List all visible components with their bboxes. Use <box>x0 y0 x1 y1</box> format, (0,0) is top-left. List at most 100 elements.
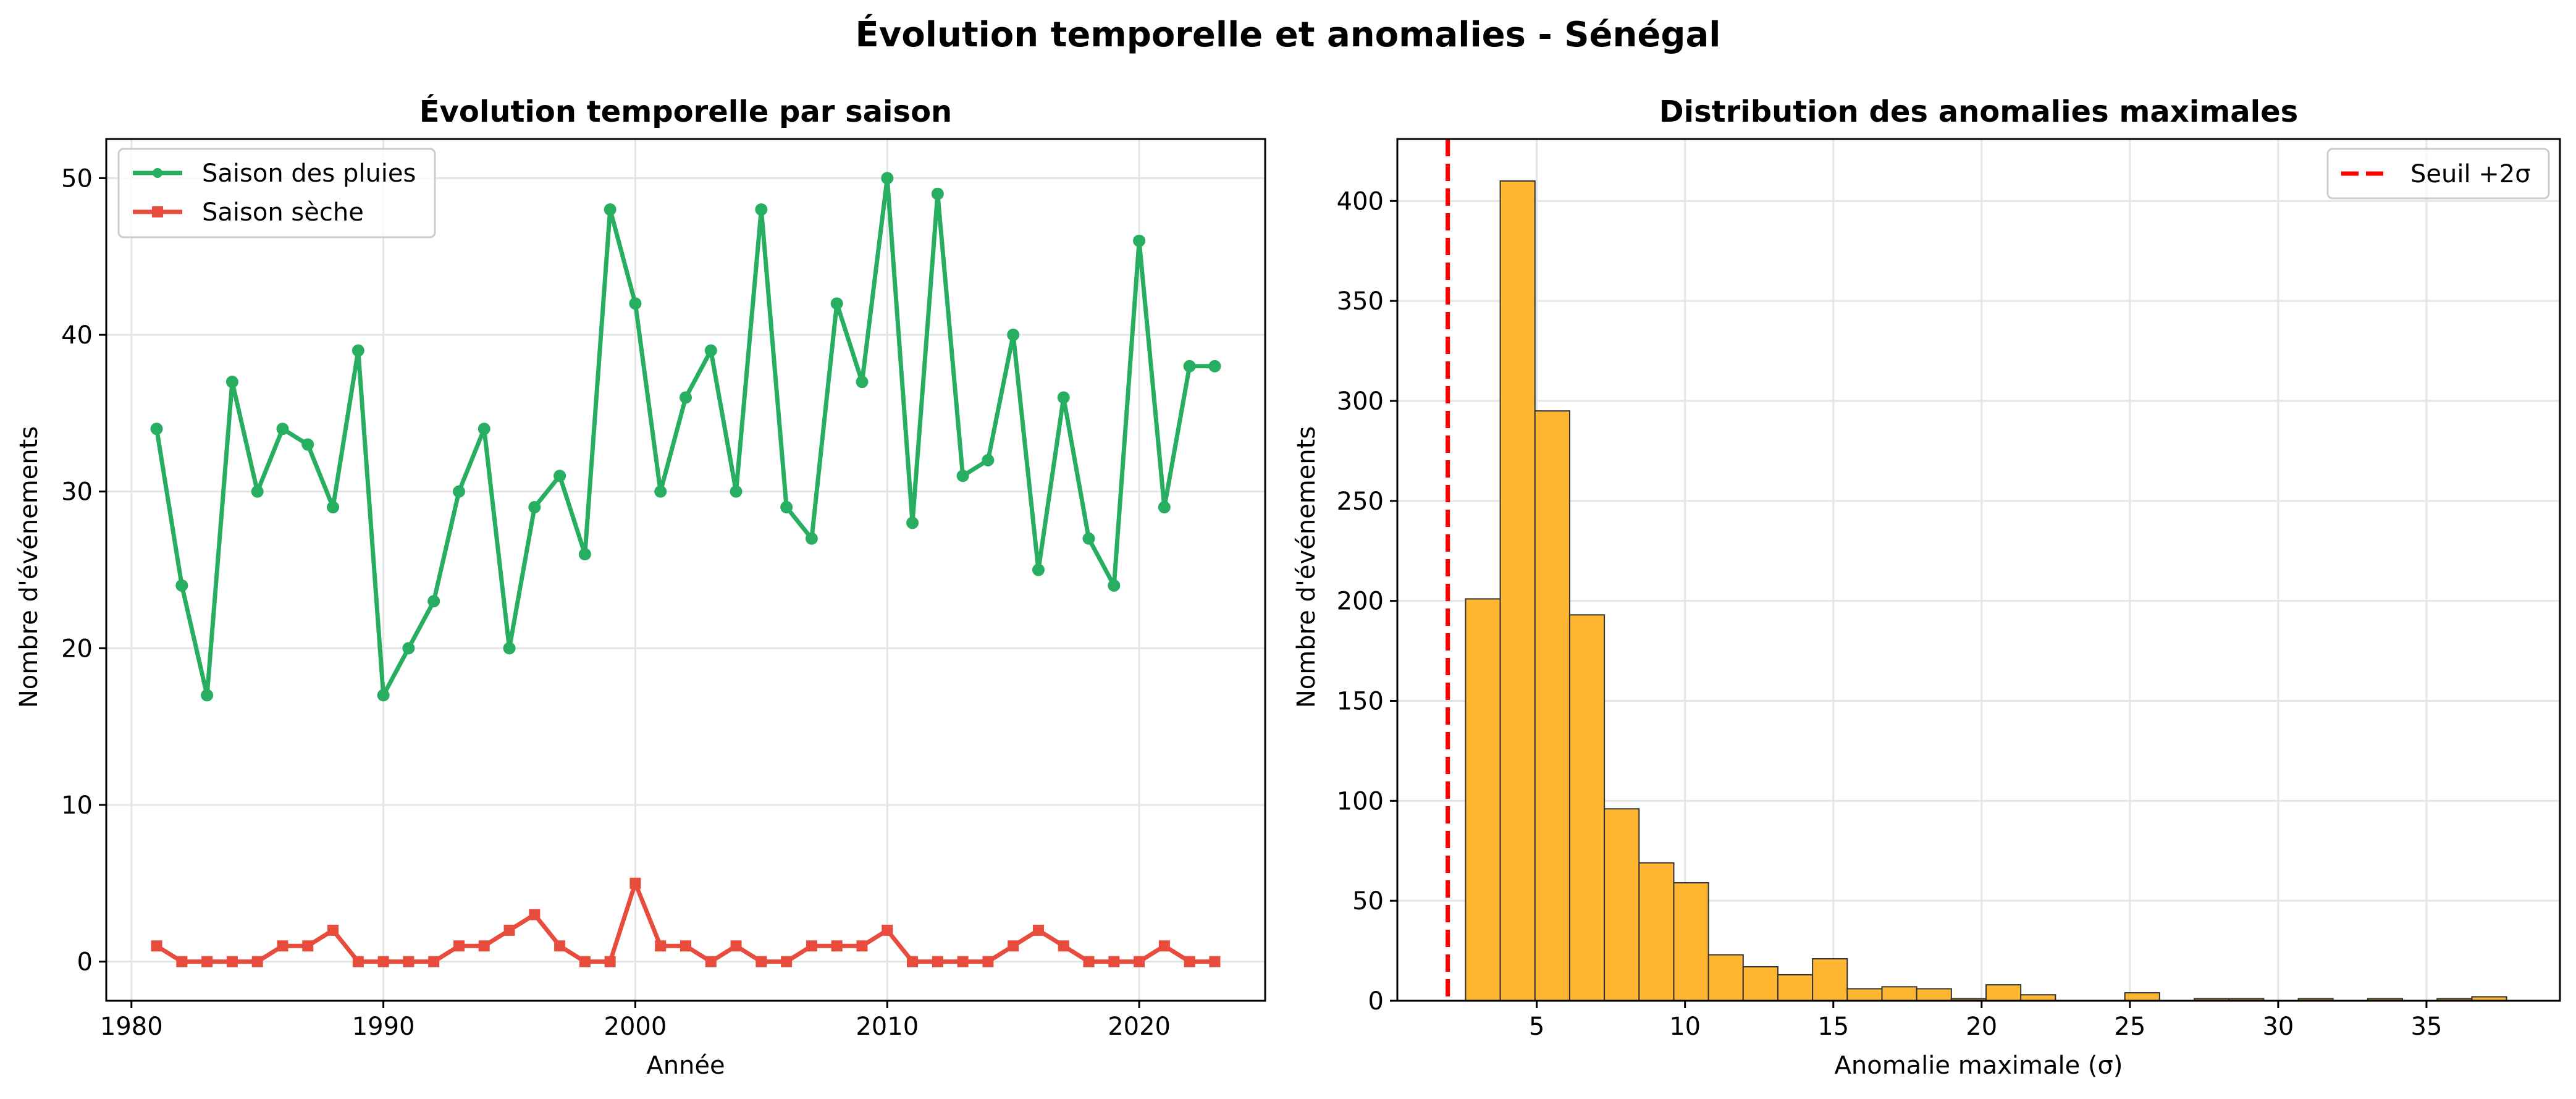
data-point-dry <box>806 940 817 952</box>
x-tick-label: 2020 <box>1108 1013 1171 1041</box>
legend-dry-marker <box>152 206 163 217</box>
data-point-dry <box>1083 956 1095 967</box>
histogram-bar <box>1465 598 1501 1001</box>
data-point-dry <box>176 956 188 967</box>
data-point-dry <box>1108 956 1120 967</box>
histogram-title: Distribution des anomalies maximales <box>1659 95 2298 129</box>
data-point-dry <box>503 924 515 936</box>
legend-box <box>2326 148 2550 200</box>
data-point-rain <box>175 579 188 592</box>
x-tick-label: 25 <box>2114 1013 2145 1041</box>
y-tick-label: 400 <box>1337 187 1384 216</box>
data-point-rain <box>654 485 667 498</box>
data-point-rain <box>780 501 793 514</box>
data-point-rain <box>276 423 289 436</box>
data-point-rain <box>881 172 894 185</box>
y-tick-label: 50 <box>61 164 93 193</box>
legend-rain-label: Saison des pluies <box>202 159 416 188</box>
data-point-dry <box>277 940 288 952</box>
data-point-dry <box>1008 940 1019 952</box>
data-point-rain <box>730 485 743 498</box>
line-chart-frame <box>105 138 1266 1002</box>
histogram-bar <box>1812 958 1848 1001</box>
data-point-dry <box>554 940 566 952</box>
figure-title: Évolution temporelle et anomalies - Séné… <box>856 14 1721 55</box>
data-point-rain <box>427 595 440 608</box>
data-point-dry <box>907 956 919 967</box>
y-tick-label: 0 <box>77 948 93 977</box>
y-tick-label: 250 <box>1337 487 1384 516</box>
data-point-dry <box>327 924 339 936</box>
data-point-dry <box>226 956 238 967</box>
histogram-bar <box>1638 862 1675 1001</box>
legend-box <box>117 148 436 238</box>
x-tick-label: 20 <box>1966 1013 1997 1041</box>
line-chart-legend: Saison des pluies Saison sèche <box>117 148 436 238</box>
data-point-rain <box>1133 234 1146 247</box>
y-tick-label: 100 <box>1337 787 1384 815</box>
data-point-rain <box>982 453 995 466</box>
data-point-rain <box>1183 360 1196 373</box>
data-point-rain <box>478 423 490 436</box>
data-point-dry <box>932 956 943 967</box>
data-point-rain <box>1057 391 1070 404</box>
legend-dry-label: Saison sèche <box>202 198 364 227</box>
data-point-dry <box>680 940 691 952</box>
data-point-rain <box>906 516 919 529</box>
data-point-rain <box>604 203 617 216</box>
data-point-dry <box>251 956 263 967</box>
histogram-bar <box>1673 882 1709 1001</box>
x-tick-label: 15 <box>1817 1013 1849 1041</box>
histogram-bar <box>1777 974 1814 1002</box>
data-point-rain <box>1108 579 1121 592</box>
y-tick-label: 40 <box>61 321 93 350</box>
x-tick-label: 2010 <box>856 1013 919 1041</box>
x-tick-label: 35 <box>2411 1013 2443 1041</box>
x-tick-label: 1990 <box>352 1013 415 1041</box>
histogram-ylabel: Nombre d'événements <box>1292 426 1321 708</box>
data-point-dry <box>302 940 314 952</box>
data-point-rain <box>327 501 340 514</box>
data-point-dry <box>1134 956 1145 967</box>
data-point-dry <box>655 940 667 952</box>
data-point-dry <box>151 940 162 952</box>
y-tick-label: 50 <box>1352 887 1384 916</box>
data-point-rain <box>150 423 163 436</box>
data-point-dry <box>730 940 742 952</box>
y-tick-label: 350 <box>1337 287 1384 316</box>
data-point-rain <box>251 485 264 498</box>
histogram-bar <box>2124 992 2160 1001</box>
data-point-rain <box>704 344 717 357</box>
data-point-dry <box>201 956 213 967</box>
data-point-rain <box>402 642 415 655</box>
histogram-grid <box>1397 139 2560 1002</box>
legend-threshold-label: Seuil +2σ <box>2410 160 2531 188</box>
data-point-dry <box>403 956 415 967</box>
data-point-dry <box>1158 940 1170 952</box>
data-point-rain <box>805 532 818 545</box>
y-tick-label: 300 <box>1337 387 1384 416</box>
histogram-frame <box>1396 138 2561 1002</box>
data-point-dry <box>957 956 969 967</box>
data-point-dry <box>1032 924 1044 936</box>
histogram-bar <box>1568 614 1606 1001</box>
histogram-legend: Seuil +2σ <box>2326 148 2550 200</box>
data-point-rain <box>1032 563 1045 576</box>
data-point-rain <box>1208 360 1221 373</box>
y-tick-label: 0 <box>1368 987 1384 1016</box>
data-point-rain <box>931 187 944 200</box>
line-chart-title: Évolution temporelle par saison <box>419 94 952 129</box>
line-chart-ylabel: Nombre d'événements <box>15 426 43 708</box>
histogram-bar <box>1881 986 1917 1001</box>
histogram-xlabel: Anomalie maximale (σ) <box>1835 1051 2123 1080</box>
data-point-dry <box>478 940 490 952</box>
data-point-dry <box>831 940 843 952</box>
x-tick-label: 2000 <box>604 1013 667 1041</box>
data-point-dry <box>882 924 893 936</box>
data-point-rain <box>856 376 869 389</box>
histogram-bar <box>1707 954 1744 1002</box>
histogram-bars <box>1465 180 2507 1002</box>
data-point-rain <box>680 391 692 404</box>
data-point-dry <box>377 956 389 967</box>
